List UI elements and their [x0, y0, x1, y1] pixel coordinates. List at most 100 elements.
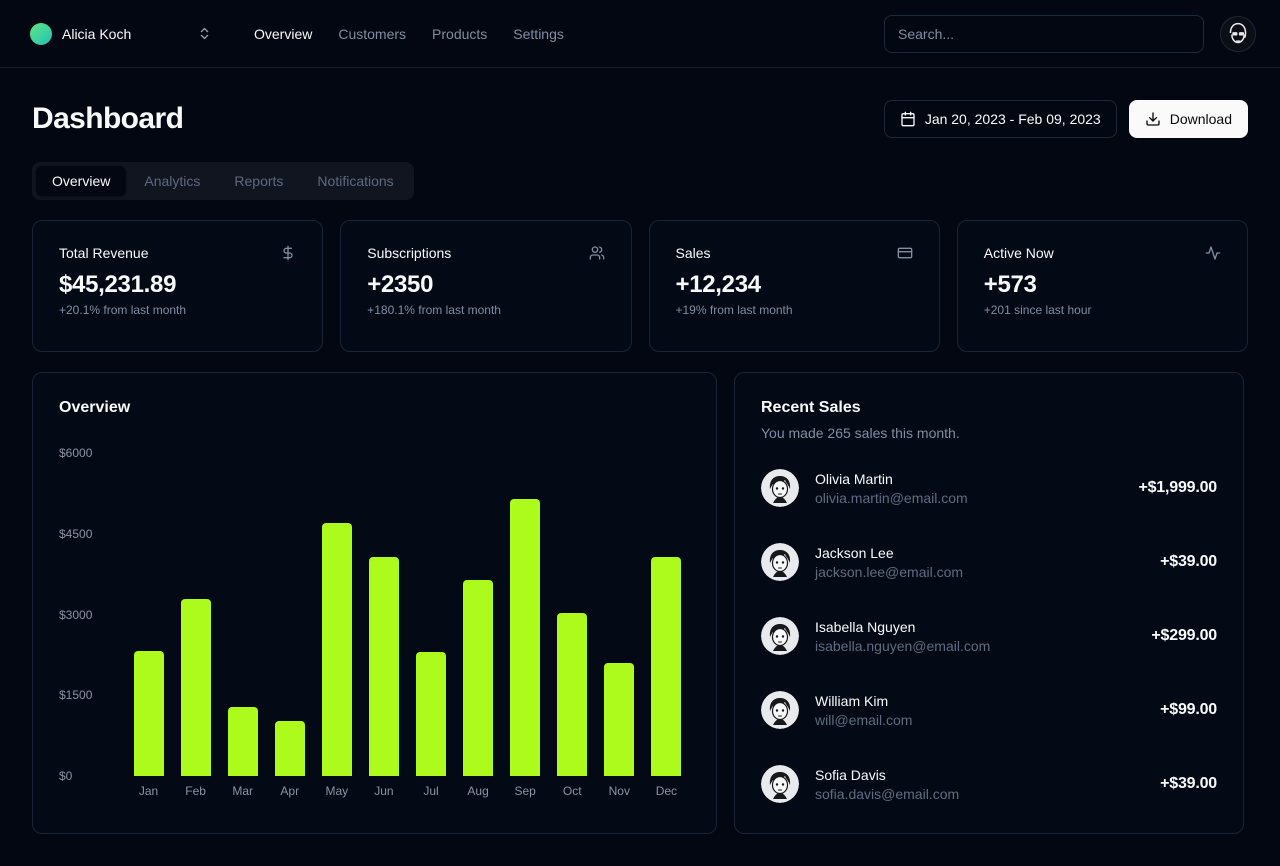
x-tick-label: Dec	[655, 784, 678, 798]
customer-avatar	[761, 691, 799, 729]
x-tick-label: Apr	[280, 784, 300, 798]
chart-bar-aug[interactable]	[463, 580, 494, 776]
customer-email: isabella.nguyen@email.com	[815, 637, 991, 654]
chart-column	[125, 453, 172, 776]
x-tick-label: Jan	[138, 784, 159, 798]
download-button[interactable]: Download	[1128, 100, 1248, 138]
chart-column	[502, 453, 549, 776]
stat-delta: +20.1% from last month	[59, 303, 187, 317]
stats-row: Total Revenue $45,231.89 +20.1% from las…	[32, 220, 1248, 352]
recent-sales-subtitle: You made 265 sales this month.	[761, 425, 960, 441]
stat-delta: +180.1% from last month	[367, 303, 501, 317]
page-title: Dashboard	[32, 102, 184, 135]
tab-notifications[interactable]: Notifications	[301, 166, 409, 196]
customer-avatar	[761, 543, 799, 581]
nav-link-products[interactable]: Products	[432, 25, 488, 42]
lower-row: Overview $6000 $4500 $3000 $1500 $0 Jan Feb Ma…	[32, 372, 1248, 834]
team-avatar	[30, 22, 52, 45]
sale-amount: +$39.00	[1160, 775, 1217, 792]
chart-bar-jan[interactable]	[133, 651, 164, 776]
stat-value: +2350	[367, 271, 434, 298]
stat-title: Total Revenue	[59, 245, 149, 261]
sale-row[interactable]: Sofia Davis sofia.davis@email.com +$39.0…	[761, 765, 1217, 803]
chart-bars	[125, 453, 690, 776]
chart-bar-dec[interactable]	[651, 557, 682, 776]
calendar-icon	[900, 111, 916, 127]
customer-email: jackson.lee@email.com	[815, 563, 964, 580]
customer-email: will@email.com	[815, 711, 913, 728]
nav-right	[884, 14, 1256, 53]
chart-bar-apr[interactable]	[274, 721, 305, 776]
tab-overview[interactable]: Overview	[36, 166, 127, 196]
x-tick-label: Nov	[608, 784, 630, 798]
x-tick-label: Sep	[514, 784, 536, 798]
team-switcher[interactable]: Alicia Koch	[30, 22, 212, 45]
chart-bar-feb[interactable]	[180, 599, 211, 776]
customer-name: Isabella Nguyen	[815, 618, 916, 635]
customer-email: olivia.martin@email.com	[815, 489, 968, 506]
customer-name: Jackson Lee	[815, 544, 894, 561]
customer-name: William Kim	[815, 692, 889, 709]
chart-x-axis: Jan Feb Mar Apr May Jun Jul Aug Sep Oct Nov Dec	[125, 784, 690, 798]
nav-link-overview[interactable]: Overview	[254, 25, 313, 42]
activity-icon	[1205, 245, 1221, 261]
chart-column	[407, 453, 454, 776]
chart-bar-jun[interactable]	[368, 556, 399, 776]
stat-value: +12,234	[675, 271, 762, 298]
y-tick-label: $3000	[59, 607, 93, 622]
sale-row[interactable]: Olivia Martin olivia.martin@email.com +$…	[761, 469, 1217, 507]
tab-list: Overview Analytics Reports Notifications	[32, 162, 414, 200]
sale-amount: +$1,999.00	[1138, 479, 1217, 496]
customer-avatar	[761, 617, 799, 655]
sale-amount: +$99.00	[1160, 701, 1217, 718]
y-tick-label: $1500	[59, 688, 93, 703]
customer-email: sofia.davis@email.com	[815, 785, 960, 802]
chart-column	[172, 453, 219, 776]
team-name: Alicia Koch	[62, 25, 132, 42]
bar-chart: $6000 $4500 $3000 $1500 $0 Jan Feb Mar Apr May Ju…	[59, 446, 690, 798]
dollar-sign-icon	[280, 245, 296, 261]
chart-y-axis: $6000 $4500 $3000 $1500 $0	[59, 446, 117, 783]
chart-bar-may[interactable]	[321, 523, 352, 776]
stat-title: Subscriptions	[367, 245, 452, 261]
recent-sales-list: Olivia Martin olivia.martin@email.com +$…	[761, 469, 1217, 803]
recent-sales-card: Recent Sales You made 265 sales this mon…	[734, 372, 1244, 834]
chart-bar-jul[interactable]	[416, 652, 446, 776]
sale-row[interactable]: Isabella Nguyen isabella.nguyen@email.co…	[761, 617, 1217, 655]
tab-analytics[interactable]: Analytics	[128, 166, 216, 196]
page-header: Dashboard Jan 20, 2023 - Feb 09, 2023 Do…	[32, 100, 1248, 138]
search-input[interactable]	[884, 14, 1204, 53]
stat-card-sales: Sales +12,234 +19% from last month	[648, 220, 940, 352]
customer-name: Olivia Martin	[815, 470, 893, 487]
stat-delta: +201 since last hour	[983, 303, 1092, 317]
stat-card-active-now: Active Now +573 +201 since last hour	[956, 220, 1248, 352]
x-tick-label: Feb	[185, 784, 206, 798]
x-tick-label: Oct	[562, 784, 582, 798]
chart-column	[643, 453, 690, 776]
date-range-picker[interactable]: Jan 20, 2023 - Feb 09, 2023	[883, 100, 1117, 138]
header-actions: Jan 20, 2023 - Feb 09, 2023 Download	[883, 100, 1248, 138]
tab-reports[interactable]: Reports	[218, 166, 299, 196]
sale-row[interactable]: William Kim will@email.com +$99.00	[761, 691, 1217, 729]
download-label: Download	[1169, 111, 1232, 127]
chart-bar-mar[interactable]	[227, 707, 258, 776]
x-tick-label: Jun	[374, 784, 394, 798]
chart-plot: Jan Feb Mar Apr May Jun Jul Aug Sep Oct Nov Dec	[125, 453, 690, 798]
x-tick-label: Mar	[232, 784, 254, 798]
chart-column	[360, 453, 407, 776]
chart-column	[455, 453, 502, 776]
user-avatar[interactable]	[1220, 15, 1256, 52]
download-icon	[1145, 111, 1161, 127]
top-navigation: Alicia Koch Overview Customers Products …	[0, 0, 1280, 68]
chart-bar-sep[interactable]	[510, 498, 541, 776]
nav-link-customers[interactable]: Customers	[338, 25, 407, 42]
sale-row[interactable]: Jackson Lee jackson.lee@email.com +$39.0…	[761, 543, 1217, 581]
sale-amount: +$299.00	[1151, 627, 1217, 644]
sale-amount: +$39.00	[1160, 553, 1217, 570]
stat-title: Sales	[675, 245, 711, 261]
chart-bar-oct[interactable]	[557, 613, 588, 776]
chart-bar-nov[interactable]	[604, 663, 635, 776]
chart-column	[596, 453, 643, 776]
overview-chart-card: Overview $6000 $4500 $3000 $1500 $0 Jan Feb Ma…	[32, 372, 717, 834]
nav-link-settings[interactable]: Settings	[513, 25, 564, 42]
